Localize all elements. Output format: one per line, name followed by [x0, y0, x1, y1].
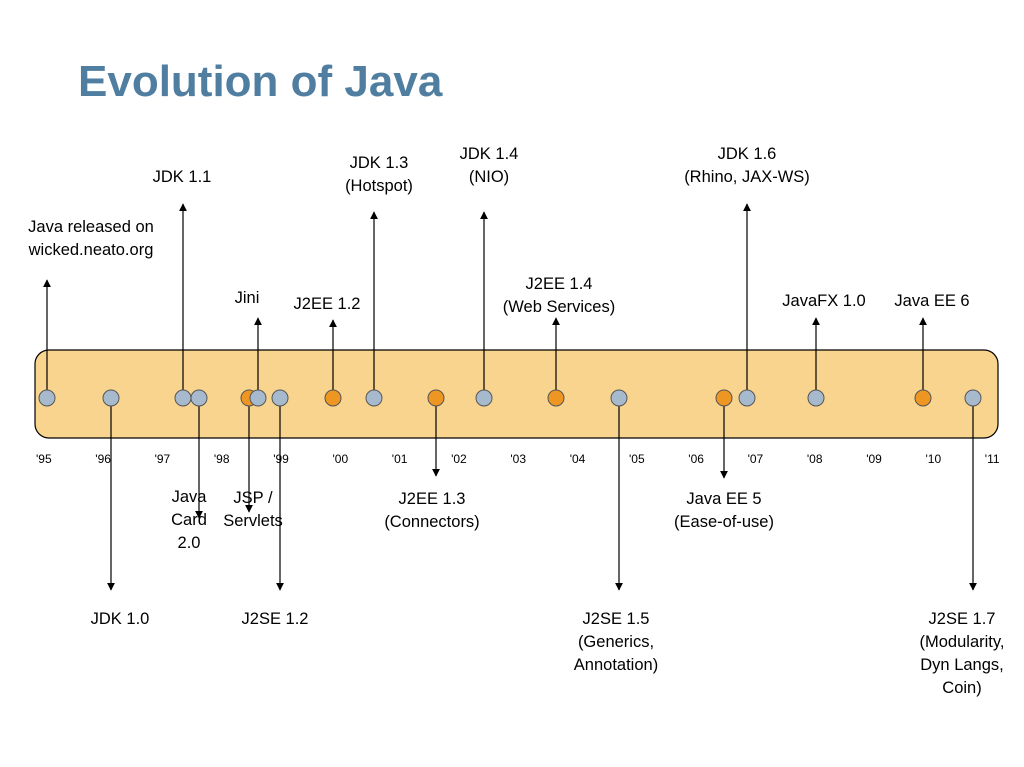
- jini-label: Jini: [235, 289, 260, 307]
- java-released-label: Java released on wicked.neato.org: [28, 218, 154, 259]
- year-label: '04: [570, 452, 586, 466]
- j2ee-1-3-label: J2EE 1.3 (Connectors): [384, 490, 479, 531]
- year-label: '98: [214, 452, 230, 466]
- java-ee-6-label: Java EE 6: [894, 292, 969, 310]
- j2se-1-5-dot: [610, 389, 628, 407]
- java-ee-5-label: Java EE 5 (Ease-of-use): [674, 490, 774, 531]
- jdk-1-1-dot: [174, 389, 192, 407]
- timeline-band: [34, 349, 999, 439]
- jini-dot: [249, 389, 267, 407]
- j2ee-1-4-label: J2EE 1.4 (Web Services): [503, 275, 615, 316]
- j2se-1-5-label-line: Annotation): [574, 656, 658, 674]
- jdk-1-3-label: JDK 1.3 (Hotspot): [345, 154, 413, 195]
- year-label: '00: [333, 452, 349, 466]
- j2ee-1-2-dot: [324, 389, 342, 407]
- j2ee-1-2-label-line: J2EE 1.2: [294, 295, 361, 313]
- jdk-1-0-label-line: JDK 1.0: [91, 610, 150, 628]
- java-ee-5-label-line: Java EE 5: [686, 490, 761, 508]
- jsp-servlets-label-line: Servlets: [223, 512, 283, 530]
- java-ee-6-label-line: Java EE 6: [894, 292, 969, 310]
- java-card-2-0-dot: [190, 389, 208, 407]
- j2se-1-5-label: J2SE 1.5 (Generics, Annotation): [574, 610, 658, 674]
- j2ee-1-3-dot: [427, 389, 445, 407]
- jdk-1-3-dot: [365, 389, 383, 407]
- year-label: '97: [155, 452, 171, 466]
- jdk-1-3-label-line: JDK 1.3: [350, 154, 409, 172]
- jdk-1-0-label: JDK 1.0: [91, 610, 150, 628]
- j2ee-1-4-label-line: J2EE 1.4: [526, 275, 593, 293]
- j2se-1-2-label: J2SE 1.2: [242, 610, 309, 628]
- jdk-1-4-dot: [475, 389, 493, 407]
- jdk-1-6-dot: [738, 389, 756, 407]
- j2se-1-7-label-line: (Modularity,: [920, 633, 1005, 651]
- j2se-1-5-label-line: (Generics,: [578, 633, 654, 651]
- year-label: '99: [273, 452, 289, 466]
- jdk-1-6-label-line: JDK 1.6: [718, 145, 777, 163]
- jdk-1-1-label-line: JDK 1.1: [153, 168, 212, 186]
- java-released-label-line: wicked.neato.org: [28, 241, 154, 259]
- j2se-1-7-label-line: J2SE 1.7: [929, 610, 996, 628]
- jdk-1-1-label: JDK 1.1: [153, 168, 212, 186]
- j2se-1-7-label-line: Dyn Langs,: [920, 656, 1003, 674]
- java-card-2-0-label-line: 2.0: [178, 534, 201, 552]
- year-label: '11: [985, 452, 1000, 466]
- year-label: '06: [688, 452, 704, 466]
- jdk-1-4-label-line: (NIO): [469, 168, 509, 186]
- year-label: '02: [451, 452, 467, 466]
- year-label: '09: [866, 452, 882, 466]
- jdk-1-3-label-line: (Hotspot): [345, 177, 413, 195]
- jdk-1-4-label-line: JDK 1.4: [460, 145, 519, 163]
- jdk-1-6-label-line: (Rhino, JAX-WS): [684, 168, 810, 186]
- jdk-1-6-label: JDK 1.6 (Rhino, JAX-WS): [684, 145, 810, 186]
- java-ee-5-dot: [715, 389, 733, 407]
- javafx-1-0-label: JavaFX 1.0: [782, 292, 865, 310]
- j2ee-1-4-dot: [547, 389, 565, 407]
- j2ee-1-3-label-line: J2EE 1.3: [399, 490, 466, 508]
- j2se-1-7-label-line: Coin): [942, 679, 981, 697]
- j2ee-1-4-label-line: (Web Services): [503, 298, 615, 316]
- j2se-1-5-label-line: J2SE 1.5: [583, 610, 650, 628]
- j2ee-1-3-label-line: (Connectors): [384, 513, 479, 531]
- java-released-label-line: Java released on: [28, 218, 154, 236]
- j2ee-1-2-label: J2EE 1.2: [294, 295, 361, 313]
- j2se-1-7-label: J2SE 1.7 (Modularity, Dyn Langs, Coin): [920, 610, 1005, 697]
- java-ee-5-label-line: (Ease-of-use): [674, 513, 774, 531]
- year-label: '08: [807, 452, 823, 466]
- year-label: '03: [510, 452, 526, 466]
- year-label: '07: [748, 452, 764, 466]
- year-label: '96: [95, 452, 111, 466]
- year-label: '10: [926, 452, 942, 466]
- java-released-dot: [38, 389, 56, 407]
- java-card-2-0-label-line: Java: [172, 488, 208, 506]
- page-title: Evolution of Java: [78, 57, 443, 106]
- year-label: '05: [629, 452, 645, 466]
- j2se-1-7-dot: [964, 389, 982, 407]
- jdk-1-0-dot: [102, 389, 120, 407]
- java-card-2-0-label: Java Card 2.0: [171, 488, 207, 552]
- java-ee-6-dot: [914, 389, 932, 407]
- jini-label-line: Jini: [235, 289, 260, 307]
- jsp-servlets-label-line: JSP /: [233, 489, 273, 507]
- jdk-1-4-label: JDK 1.4 (NIO): [460, 145, 519, 186]
- jsp-servlets-label: JSP / Servlets: [223, 489, 283, 530]
- j2se-1-2-label-line: J2SE 1.2: [242, 610, 309, 628]
- year-label: '95: [36, 452, 52, 466]
- javafx-1-0-dot: [807, 389, 825, 407]
- j2se-1-2-dot: [271, 389, 289, 407]
- year-label: '01: [392, 452, 408, 466]
- javafx-1-0-label-line: JavaFX 1.0: [782, 292, 865, 310]
- java-card-2-0-label-line: Card: [171, 511, 207, 529]
